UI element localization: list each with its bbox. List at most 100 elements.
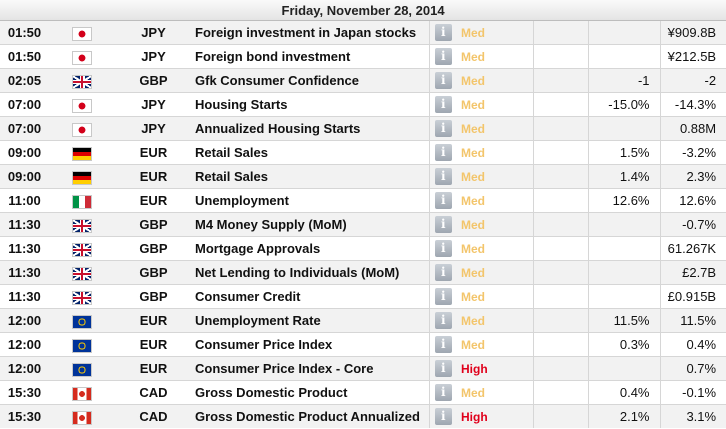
event-row[interactable]: 12:00 EUR Unemployment Rate i Med 11.5% … [0, 308, 726, 333]
event-row[interactable]: 12:00 EUR Consumer Price Index - Core i … [0, 356, 726, 381]
event-row[interactable]: 11:30 GBP Net Lending to Individuals (Mo… [0, 260, 726, 285]
event-name[interactable]: Housing Starts [192, 92, 429, 117]
info-icon[interactable]: i [434, 120, 452, 138]
event-currency: EUR [115, 188, 192, 213]
event-name[interactable]: Unemployment [192, 188, 429, 213]
event-name[interactable]: Annualized Housing Starts [192, 116, 429, 141]
gbp-flag-icon [73, 75, 91, 88]
event-row[interactable]: 11:30 GBP Mortgage Approvals i Med 61.26… [0, 236, 726, 261]
flag-cell [49, 92, 115, 117]
event-actual [532, 356, 588, 381]
event-actual [532, 212, 588, 237]
event-importance: Med [457, 212, 533, 237]
info-cell: i [428, 356, 457, 381]
event-time: 01:50 [0, 44, 49, 69]
info-cell: i [428, 404, 457, 428]
event-time: 12:00 [0, 356, 49, 381]
info-icon[interactable]: i [434, 336, 452, 354]
event-actual [532, 20, 588, 45]
event-importance: Med [457, 332, 533, 357]
info-icon[interactable]: i [434, 264, 452, 282]
deu-flag-icon [73, 171, 91, 184]
info-icon[interactable]: i [434, 24, 452, 42]
event-currency: GBP [115, 236, 192, 261]
event-previous: -3.2% [659, 140, 726, 165]
event-row[interactable]: 11:30 GBP M4 Money Supply (MoM) i Med -0… [0, 212, 726, 237]
event-actual [532, 164, 588, 189]
info-icon[interactable]: i [434, 96, 452, 114]
info-cell: i [428, 260, 457, 285]
flag-cell [49, 308, 115, 333]
event-previous: -0.7% [659, 212, 726, 237]
event-row[interactable]: 15:30 CAD Gross Domestic Product Annuali… [0, 404, 726, 428]
event-row[interactable]: 09:00 EUR Retail Sales i Med 1.4% 2.3% [0, 164, 726, 189]
eur-flag-icon [73, 315, 91, 328]
info-icon[interactable]: i [434, 216, 452, 234]
flag-cell [49, 356, 115, 381]
event-name[interactable]: Consumer Price Index - Core [192, 356, 429, 381]
event-name[interactable]: Gross Domestic Product [192, 380, 429, 405]
event-importance: Med [457, 188, 533, 213]
event-name[interactable]: Gfk Consumer Confidence [192, 68, 429, 93]
event-name[interactable]: Consumer Credit [192, 284, 429, 309]
event-name[interactable]: Consumer Price Index [192, 332, 429, 357]
info-icon[interactable]: i [434, 192, 452, 210]
cad-flag-icon [73, 411, 91, 424]
info-icon[interactable]: i [434, 72, 452, 90]
info-icon[interactable]: i [434, 168, 452, 186]
event-currency: EUR [115, 332, 192, 357]
event-time: 11:00 [0, 188, 49, 213]
event-row[interactable]: 12:00 EUR Consumer Price Index i Med 0.3… [0, 332, 726, 357]
flag-cell [49, 20, 115, 45]
event-row[interactable]: 11:00 EUR Unemployment i Med 12.6% 12.6% [0, 188, 726, 213]
info-icon[interactable]: i [434, 312, 452, 330]
info-icon[interactable]: i [434, 384, 452, 402]
info-icon[interactable]: i [434, 240, 452, 258]
event-name[interactable]: Gross Domestic Product Annualized [192, 404, 429, 428]
event-name[interactable]: Net Lending to Individuals (MoM) [192, 260, 429, 285]
event-previous: 61.267K [659, 236, 726, 261]
event-currency: GBP [115, 260, 192, 285]
jpy-flag-icon [73, 51, 91, 64]
event-currency: EUR [115, 308, 192, 333]
event-row[interactable]: 09:00 EUR Retail Sales i Med 1.5% -3.2% [0, 140, 726, 165]
event-name[interactable]: Retail Sales [192, 164, 429, 189]
flag-cell [49, 284, 115, 309]
event-row[interactable]: 02:05 GBP Gfk Consumer Confidence i Med … [0, 68, 726, 93]
event-row[interactable]: 01:50 JPY Foreign bond investment i Med … [0, 44, 726, 69]
event-row[interactable]: 01:50 JPY Foreign investment in Japan st… [0, 20, 726, 45]
flag-cell [49, 68, 115, 93]
event-forecast: 0.4% [587, 380, 660, 405]
event-row[interactable]: 15:30 CAD Gross Domestic Product i Med 0… [0, 380, 726, 405]
event-importance: Med [457, 164, 533, 189]
date-header-row: Friday, November 28, 2014 [0, 0, 726, 21]
info-icon[interactable]: i [434, 408, 452, 426]
event-previous: 0.4% [659, 332, 726, 357]
event-name[interactable]: M4 Money Supply (MoM) [192, 212, 429, 237]
event-row[interactable]: 07:00 JPY Housing Starts i Med -15.0% -1… [0, 92, 726, 117]
info-icon[interactable]: i [434, 48, 452, 66]
event-actual [532, 404, 588, 428]
event-row[interactable]: 11:30 GBP Consumer Credit i Med £0.915B [0, 284, 726, 309]
info-icon[interactable]: i [434, 144, 452, 162]
event-name[interactable]: Retail Sales [192, 140, 429, 165]
event-row[interactable]: 07:00 JPY Annualized Housing Starts i Me… [0, 116, 726, 141]
info-cell: i [428, 284, 457, 309]
event-name[interactable]: Mortgage Approvals [192, 236, 429, 261]
cad-flag-icon [73, 387, 91, 400]
event-actual [532, 308, 588, 333]
info-icon[interactable]: i [434, 360, 452, 378]
event-previous: 11.5% [659, 308, 726, 333]
flag-cell [49, 116, 115, 141]
event-time: 02:05 [0, 68, 49, 93]
event-importance: High [457, 356, 533, 381]
info-cell: i [428, 20, 457, 45]
event-name[interactable]: Unemployment Rate [192, 308, 429, 333]
event-name[interactable]: Foreign investment in Japan stocks [192, 20, 429, 45]
event-forecast [587, 212, 660, 237]
event-name[interactable]: Foreign bond investment [192, 44, 429, 69]
event-currency: EUR [115, 164, 192, 189]
event-actual [532, 284, 588, 309]
jpy-flag-icon [73, 27, 91, 40]
info-icon[interactable]: i [434, 288, 452, 306]
